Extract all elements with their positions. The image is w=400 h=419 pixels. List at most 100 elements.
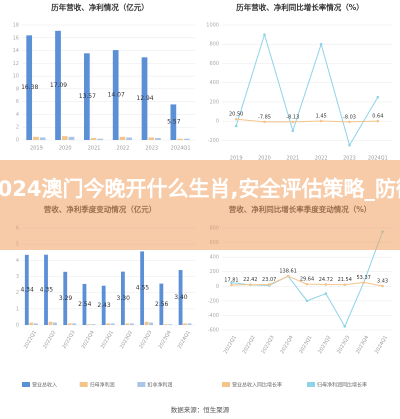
value-label: 5.57 xyxy=(167,119,181,126)
x-tick-label: 2023Q2 xyxy=(317,335,332,355)
x-tick-label: 2022Q1 xyxy=(223,335,238,355)
value-label: 21.54 xyxy=(338,277,352,283)
y-tick-label: 4 xyxy=(16,112,19,118)
legend-swatch xyxy=(222,382,230,387)
value-label: 2.56 xyxy=(155,301,169,308)
value-label: 16.38 xyxy=(21,84,38,91)
value-label: 4.34 xyxy=(20,286,34,293)
chart-title: 历年营收、净利同比增长率情况（%） xyxy=(236,2,364,12)
y-tick-label: 0 xyxy=(216,119,219,125)
x-tick-label: 2023Q1 xyxy=(298,335,313,355)
legend-label: 归母净利润同比增长率 xyxy=(317,382,367,389)
point xyxy=(263,120,266,124)
value-label: 4.55 xyxy=(136,285,150,292)
value-label: -8.03 xyxy=(343,114,356,120)
value-label: 3.30 xyxy=(117,295,131,302)
x-tick-label: 2023Q3 xyxy=(336,335,351,355)
bar xyxy=(101,285,106,325)
value-label: 14.07 xyxy=(108,92,125,99)
value-label: 3.29 xyxy=(59,295,73,302)
bar xyxy=(90,138,97,140)
bar xyxy=(129,323,134,325)
value-label: 3.43 xyxy=(377,279,388,285)
bar xyxy=(159,283,164,325)
y-tick-label: 3 xyxy=(16,274,19,280)
bar xyxy=(53,322,57,325)
bar xyxy=(24,254,29,325)
value-label: 23.07 xyxy=(262,277,276,283)
bar xyxy=(82,283,87,325)
y-tick-label: 0 xyxy=(216,284,219,290)
x-tick-label: 2019 xyxy=(230,156,243,162)
point xyxy=(291,129,295,133)
bar xyxy=(68,136,75,140)
x-tick-label: 2024Q1 xyxy=(374,335,389,355)
y-tick-label: 4 xyxy=(16,258,19,264)
bar xyxy=(87,324,91,325)
banner-text: 2024澳门今晚开什么生肖,安全评估策略_防御 xyxy=(0,177,400,201)
point xyxy=(348,143,351,147)
bar xyxy=(120,271,125,325)
point xyxy=(381,284,384,288)
point xyxy=(249,283,252,286)
y-tick-label: -200 xyxy=(208,298,219,304)
y-tick-label: 200 xyxy=(209,99,219,105)
x-tick-label: 2022Q4 xyxy=(81,330,96,350)
x-tick-label: 2022 xyxy=(315,156,328,162)
bar xyxy=(29,322,34,325)
y-tick-label: 200 xyxy=(209,269,219,275)
x-tick-label: 2023Q4 xyxy=(355,335,370,355)
x-tick-label: 2024Q1 xyxy=(177,330,192,350)
x-tick-label: 2021 xyxy=(88,146,101,152)
bar xyxy=(91,324,96,325)
y-tick-label: 16 xyxy=(13,35,19,41)
y-tick-label: 400 xyxy=(209,80,219,86)
x-tick-label: 2023Q3 xyxy=(138,330,153,350)
bar xyxy=(163,324,168,325)
value-label: 4.35 xyxy=(40,286,54,293)
x-tick-label: 2020 xyxy=(258,156,271,162)
bar xyxy=(97,138,104,140)
y-tick-label: -600 xyxy=(208,328,219,334)
point xyxy=(234,124,238,128)
x-tick-label: 2023Q4 xyxy=(158,330,173,350)
bar xyxy=(141,57,148,141)
bar xyxy=(125,323,130,325)
x-tick-label: 2023Q2 xyxy=(119,330,134,350)
point xyxy=(319,119,323,123)
point xyxy=(324,292,328,295)
value-label: 20.50 xyxy=(229,112,243,118)
legend-swatch xyxy=(22,382,30,387)
legend-label: 归母净利润 xyxy=(90,382,115,389)
y-tick-label: 12 xyxy=(13,61,19,67)
y-tick-label: 400 xyxy=(209,255,219,261)
chart-title: 历年营收、净利情况（亿元） xyxy=(51,2,149,12)
y-tick-label: 1000 xyxy=(206,23,219,29)
legend-swatch xyxy=(79,382,88,387)
value-label: -8.13 xyxy=(286,114,299,120)
legend-label: 扣非净利润 xyxy=(147,382,172,389)
x-tick-label: 2022Q3 xyxy=(261,335,276,355)
bar xyxy=(106,323,111,325)
bar xyxy=(83,53,90,140)
bar xyxy=(26,35,33,140)
bar xyxy=(155,138,161,140)
x-tick-label: 2022Q2 xyxy=(42,330,57,350)
x-tick-label: 2022Q2 xyxy=(242,335,257,355)
bar xyxy=(44,254,48,325)
y-tick-label: -200 xyxy=(208,138,219,144)
bar xyxy=(67,323,72,325)
value-label: 29.64 xyxy=(300,277,314,283)
value-label: 17.81 xyxy=(224,277,238,283)
legend-label: 营业总收入同比增长率 xyxy=(232,382,282,389)
x-tick-label: 2020 xyxy=(59,146,72,152)
x-tick-label: 2024Q1 xyxy=(368,156,388,162)
y-tick-label: 600 xyxy=(209,61,219,67)
y-tick-label: 18 xyxy=(13,23,19,29)
point xyxy=(319,42,323,46)
x-tick-label: 2022Q4 xyxy=(279,335,294,355)
y-tick-label: 6 xyxy=(16,99,19,105)
point xyxy=(305,282,309,286)
bar xyxy=(48,321,53,325)
